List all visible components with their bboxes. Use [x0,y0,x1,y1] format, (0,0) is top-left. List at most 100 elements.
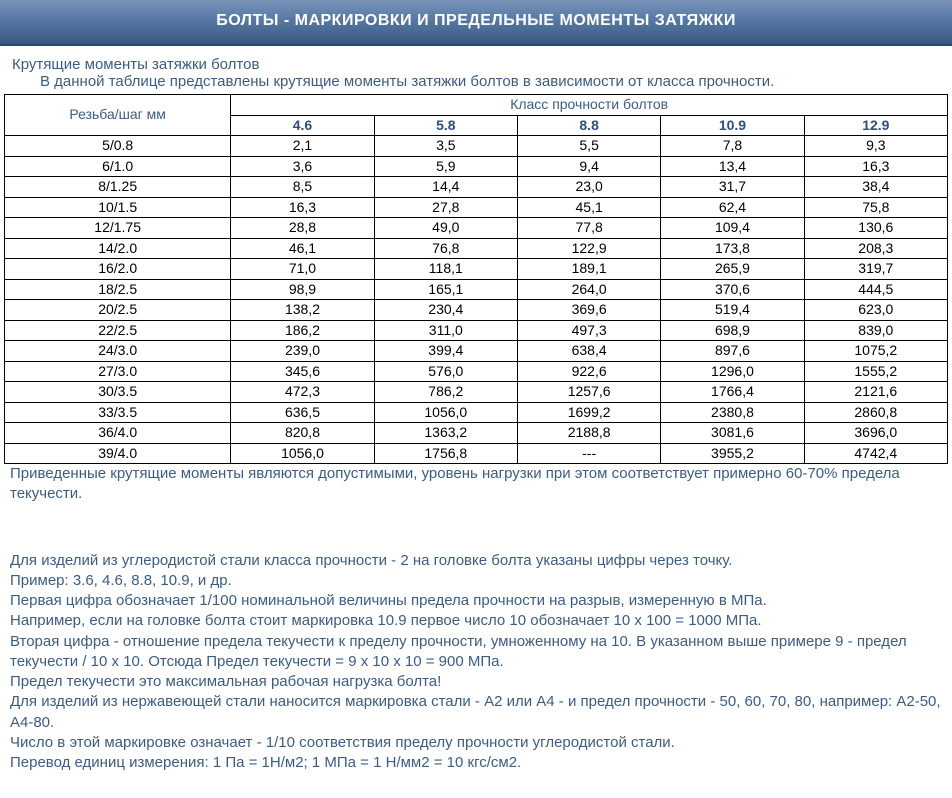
thread-cell: 30/3.5 [5,382,231,403]
value-cell: 9,3 [804,136,947,157]
value-cell: 1363,2 [374,423,517,444]
value-cell: 23,0 [517,177,660,198]
value-cell: 897,6 [661,341,804,362]
thread-cell: 20/2.5 [5,300,231,321]
footer-p2: Для изделий из углеродистой стали класса… [10,551,942,774]
value-cell: 28,8 [231,218,374,239]
value-cell: 208,3 [804,238,947,259]
value-cell: 472,3 [231,382,374,403]
table-row: 10/1.516,327,845,162,475,8 [5,197,948,218]
intro-line: В данной таблице представлены крутящие м… [40,73,948,90]
value-cell: --- [517,443,660,464]
value-cell: 5,9 [374,156,517,177]
value-cell: 62,4 [661,197,804,218]
value-cell: 189,1 [517,259,660,280]
thread-cell: 12/1.75 [5,218,231,239]
value-cell: 264,0 [517,279,660,300]
value-cell: 623,0 [804,300,947,321]
th-class-3: 10.9 [661,115,804,136]
value-cell: 576,0 [374,361,517,382]
value-cell: 16,3 [231,197,374,218]
thread-cell: 39/4.0 [5,443,231,464]
value-cell: 3081,6 [661,423,804,444]
thread-cell: 18/2.5 [5,279,231,300]
table-row: 8/1.258,514,423,031,738,4 [5,177,948,198]
value-cell: 519,4 [661,300,804,321]
table-row: 22/2.5186,2311,0497,3698,9839,0 [5,320,948,341]
thread-cell: 5/0.8 [5,136,231,157]
table-row: 14/2.046,176,8122,9173,8208,3 [5,238,948,259]
thread-cell: 24/3.0 [5,341,231,362]
value-cell: 1056,0 [231,443,374,464]
value-cell: 1296,0 [661,361,804,382]
value-cell: 370,6 [661,279,804,300]
footer-line: Предел текучести это максимальная рабоча… [10,672,942,692]
value-cell: 369,6 [517,300,660,321]
value-cell: 186,2 [231,320,374,341]
footer-line: Число в этой маркировке означает - 1/10 … [10,733,942,753]
content: Крутящие моменты затяжки болтов В данной… [0,56,952,773]
footer-line: Например, если на головке болта стоит ма… [10,611,942,631]
footer-p1: Приведенные крутящие моменты являются до… [10,464,942,505]
torque-table: Резьба/шаг мм Класс прочности болтов 4.6… [4,94,948,464]
value-cell: 3,6 [231,156,374,177]
value-cell: 3696,0 [804,423,947,444]
thread-cell: 6/1.0 [5,156,231,177]
banner-title: БОЛТЫ - МАРКИРОВКИ И ПРЕДЕЛЬНЫЕ МОМЕНТЫ … [216,12,736,29]
value-cell: 1756,8 [374,443,517,464]
footer-line: Первая цифра обозначает 1/100 номинально… [10,591,942,611]
value-cell: 71,0 [231,259,374,280]
value-cell: 76,8 [374,238,517,259]
value-cell: 345,6 [231,361,374,382]
footer-line: Для изделий из нержавеющей стали наносит… [10,692,942,733]
page-banner: БОЛТЫ - МАРКИРОВКИ И ПРЕДЕЛЬНЫЕ МОМЕНТЫ … [0,0,952,46]
value-cell: 922,6 [517,361,660,382]
value-cell: 1257,6 [517,382,660,403]
value-cell: 9,4 [517,156,660,177]
value-cell: 14,4 [374,177,517,198]
table-row: 5/0.82,13,55,57,89,3 [5,136,948,157]
table-row: 12/1.7528,849,077,8109,4130,6 [5,218,948,239]
value-cell: 138,2 [231,300,374,321]
value-cell: 98,9 [231,279,374,300]
value-cell: 46,1 [231,238,374,259]
value-cell: 497,3 [517,320,660,341]
value-cell: 4742,4 [804,443,947,464]
table-row: 30/3.5472,3786,21257,61766,42121,6 [5,382,948,403]
value-cell: 3955,2 [661,443,804,464]
table-row: 20/2.5138,2230,4369,6519,4623,0 [5,300,948,321]
thread-cell: 10/1.5 [5,197,231,218]
footer-line: Вторая цифра - отношение предела текучес… [10,632,942,673]
value-cell: 77,8 [517,218,660,239]
table-row: 39/4.01056,01756,8---3955,24742,4 [5,443,948,464]
value-cell: 109,4 [661,218,804,239]
table-row: 6/1.03,65,99,413,416,3 [5,156,948,177]
table-row: 18/2.598,9165,1264,0370,6444,5 [5,279,948,300]
thread-cell: 22/2.5 [5,320,231,341]
value-cell: 165,1 [374,279,517,300]
value-cell: 8,5 [231,177,374,198]
value-cell: 230,4 [374,300,517,321]
value-cell: 311,0 [374,320,517,341]
value-cell: 75,8 [804,197,947,218]
value-cell: 5,5 [517,136,660,157]
table-row: 16/2.071,0118,1189,1265,9319,7 [5,259,948,280]
value-cell: 118,1 [374,259,517,280]
value-cell: 31,7 [661,177,804,198]
value-cell: 820,8 [231,423,374,444]
value-cell: 173,8 [661,238,804,259]
th-thread: Резьба/шаг мм [5,95,231,136]
value-cell: 638,4 [517,341,660,362]
value-cell: 2380,8 [661,402,804,423]
footer-line: Пример: 3.6, 4.6, 8.8, 10.9, и др. [10,571,942,591]
value-cell: 1555,2 [804,361,947,382]
thread-cell: 8/1.25 [5,177,231,198]
thread-cell: 27/3.0 [5,361,231,382]
th-class-1: 5.8 [374,115,517,136]
thread-cell: 36/4.0 [5,423,231,444]
thread-cell: 16/2.0 [5,259,231,280]
value-cell: 399,4 [374,341,517,362]
table-row: 27/3.0345,6576,0922,61296,01555,2 [5,361,948,382]
value-cell: 319,7 [804,259,947,280]
value-cell: 13,4 [661,156,804,177]
